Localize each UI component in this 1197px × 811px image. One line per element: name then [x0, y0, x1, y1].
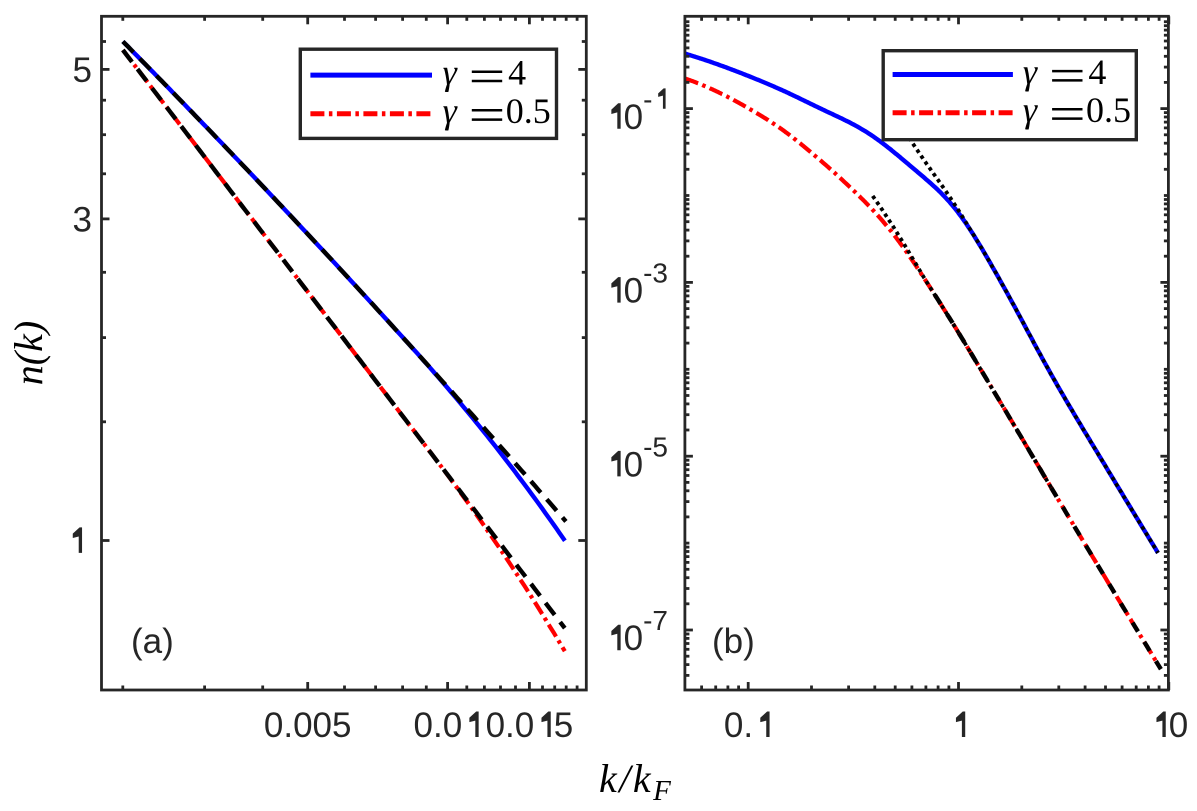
svg-text:γ: γ: [443, 53, 458, 93]
svg-text:0.005: 0.005: [264, 706, 352, 745]
svg-text:(a): (a): [131, 622, 174, 661]
svg-text:-: -: [643, 258, 652, 289]
svg-text:γ: γ: [1023, 90, 1038, 130]
svg-text:5: 5: [73, 51, 92, 90]
svg-text:4: 4: [508, 53, 526, 93]
svg-text:0: 0: [1169, 706, 1188, 745]
svg-text:4: 4: [1088, 52, 1106, 92]
svg-text:-: -: [643, 605, 652, 636]
svg-text:n(k): n(k): [6, 321, 51, 385]
svg-text:(b): (b): [712, 622, 755, 661]
svg-text:0: 0: [624, 98, 643, 137]
svg-text:5: 5: [652, 431, 668, 462]
svg-text:0.5: 0.5: [1086, 90, 1131, 130]
svg-text:0.5: 0.5: [506, 91, 551, 131]
svg-text:0.0: 0.0: [486, 706, 535, 745]
svg-text:5: 5: [554, 706, 573, 745]
svg-text:γ: γ: [1023, 52, 1038, 92]
svg-text:0: 0: [624, 445, 643, 484]
svg-text:7: 7: [652, 605, 668, 636]
svg-text:3: 3: [652, 258, 668, 289]
svg-text:-: -: [643, 84, 652, 115]
svg-text:3: 3: [73, 201, 92, 240]
svg-text:0.: 0.: [724, 706, 753, 745]
svg-text:0.0: 0.0: [414, 706, 463, 745]
svg-text:-: -: [643, 431, 652, 462]
svg-text:γ: γ: [443, 91, 458, 131]
svg-text:0: 0: [624, 619, 643, 658]
svg-text:0: 0: [624, 272, 643, 311]
